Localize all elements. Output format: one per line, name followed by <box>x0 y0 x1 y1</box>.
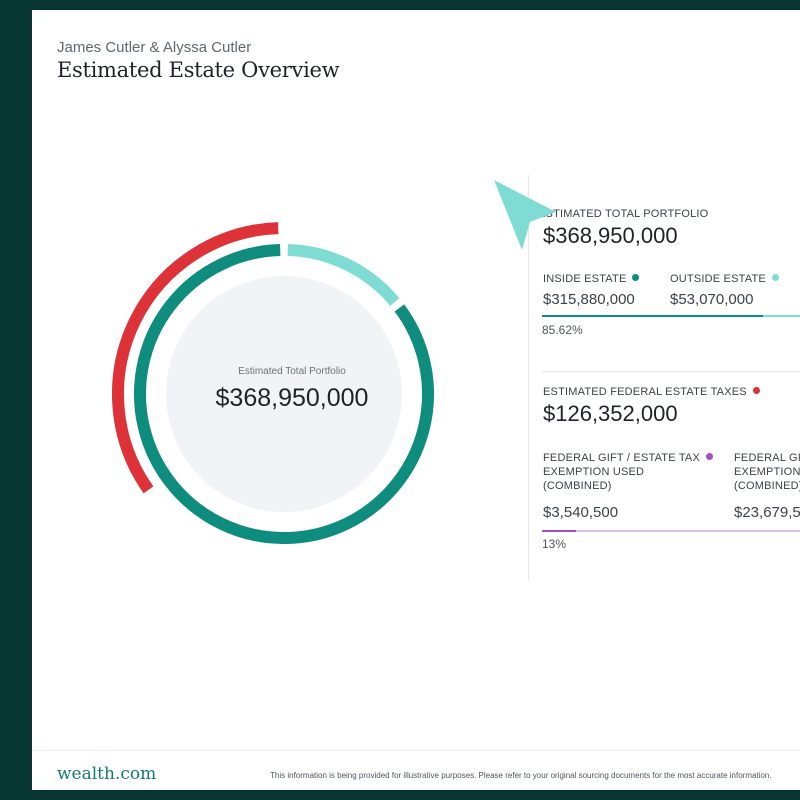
donut-segment-inside-estate[interactable] <box>134 244 434 544</box>
inside-estate-label: INSIDE ESTATE <box>543 273 640 285</box>
chart-center-value: $368,950,000 <box>215 384 369 412</box>
chart-center-label: Estimated Total Portfolio <box>238 366 346 377</box>
panel-divider <box>528 175 529 580</box>
exemption-progress-bar <box>542 530 800 532</box>
exemption-used-dot-icon <box>706 453 713 460</box>
portfolio-donut-chart <box>112 222 434 544</box>
outside-estate-value: $53,070,000 <box>670 291 754 308</box>
federal-taxes-value: $126,352,000 <box>543 401 678 426</box>
donut-center-circle <box>166 276 402 512</box>
section-divider <box>542 371 800 372</box>
donut-segment-outside-estate[interactable] <box>287 244 400 306</box>
exemption-remaining-value: $23,679,5 <box>734 504 800 521</box>
pointer-cursor-icon <box>494 180 556 250</box>
total-portfolio-label: ESTIMATED TOTAL PORTFOLIO <box>538 208 709 220</box>
footer-divider <box>32 750 800 751</box>
estate-overview-card: James Cutler & Alyssa Cutler Estimated E… <box>32 10 800 790</box>
exemption-progress-fill <box>542 530 576 532</box>
brand-logo[interactable]: wealth.com <box>57 764 157 784</box>
inside-estate-value: $315,880,000 <box>543 291 635 308</box>
page-title: Estimated Estate Overview <box>57 58 340 82</box>
federal-taxes-label: ESTIMATED FEDERAL ESTATE TAXES <box>543 386 760 398</box>
exemption-used-value: $3,540,500 <box>543 504 619 521</box>
inside-estate-progress-bar <box>542 315 800 317</box>
client-name: James Cutler & Alyssa Cutler <box>57 39 252 56</box>
exemption-used-percent: 13% <box>542 537 567 551</box>
donut-outer-arc-federal-taxes[interactable] <box>112 222 279 494</box>
inside-estate-progress-fill <box>542 315 763 317</box>
footer-disclaimer: This information is being provided for i… <box>270 771 772 780</box>
exemption-used-label: FEDERAL GIFT / ESTATE TAX EXEMPTION USED… <box>543 451 713 493</box>
outside-estate-label: OUTSIDE ESTATE <box>670 273 779 285</box>
total-portfolio-value: $368,950,000 <box>543 223 678 248</box>
inside-estate-dot-icon <box>632 274 640 281</box>
exemption-remaining-label: FEDERAL GIFT EXEMPTION R (COMBINED) <box>734 452 800 492</box>
inside-estate-percent: 85.62% <box>542 323 583 337</box>
outside-estate-dot-icon <box>771 274 779 281</box>
federal-taxes-dot-icon <box>752 387 760 394</box>
